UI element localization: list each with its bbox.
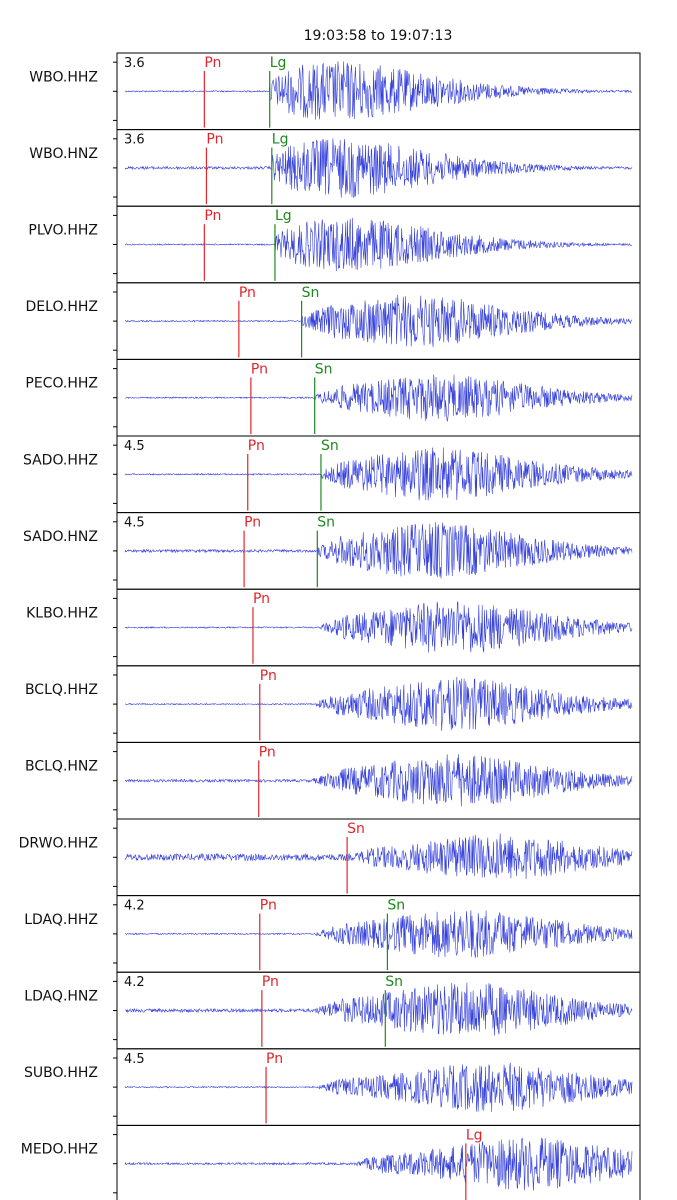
magnitude-label: 4.5: [124, 516, 145, 531]
phase-pick-label: Sn: [315, 361, 333, 377]
phase-pick-label: Lg: [270, 55, 287, 71]
waveform-trace: [124, 833, 633, 880]
station-label: BCLQ.HHZ: [25, 682, 98, 698]
phase-pick-label: Lg: [466, 1127, 483, 1143]
phase-pick-label: Sn: [347, 821, 365, 837]
station-label: SUBO.HHZ: [24, 1065, 98, 1081]
phase-pick-label: Sn: [302, 285, 320, 301]
trace-panel: WBO.HHZ 3.6 Pn Lg: [29, 52, 641, 131]
station-label: DRWO.HHZ: [19, 835, 98, 851]
trace-panel: DRWO.HHZ Sn: [19, 818, 641, 897]
waveform-trace: [124, 294, 633, 348]
phase-pick-label: Pn: [251, 361, 268, 377]
phase-pick-label: Lg: [272, 132, 289, 148]
phase-pick-label: Pn: [253, 591, 270, 607]
phase-pick-label: Pn: [204, 208, 221, 224]
phase-pick-label: Sn: [387, 898, 405, 914]
station-label: WBO.HHZ: [29, 69, 98, 85]
phase-pick-label: Pn: [262, 974, 279, 990]
trace-panel: BCLQ.HHZ Pn: [25, 665, 641, 743]
station-label: SADO.HHZ: [23, 452, 98, 468]
magnitude-label: 3.6: [124, 133, 145, 148]
phase-pick-label: Pn: [260, 668, 277, 684]
waveform-trace: [124, 910, 633, 958]
station-label: BCLQ.HNZ: [25, 759, 98, 775]
station-label: PLVO.HHZ: [28, 223, 98, 239]
magnitude-label: 4.5: [124, 439, 145, 454]
phase-pick-label: Pn: [239, 285, 256, 301]
phase-pick-label: Lg: [275, 208, 292, 224]
waveform-trace: [124, 374, 633, 422]
waveform-trace: [124, 217, 633, 272]
magnitude-label: 4.5: [124, 1052, 145, 1067]
trace-panel: SADO.HHZ 4.5 Pn Sn: [23, 435, 641, 514]
phase-pick-label: Pn: [266, 1051, 283, 1067]
trace-panel: DELO.HHZ Pn Sn: [26, 282, 641, 360]
waveform-trace: [124, 601, 633, 653]
phase-pick-label: Pn: [204, 55, 221, 71]
waveform-trace: [124, 61, 633, 120]
phase-pick-label: Sn: [317, 515, 335, 531]
trace-panel: PLVO.HHZ Pn Lg: [28, 205, 641, 284]
phase-pick-label: Pn: [259, 744, 276, 760]
trace-panel: LDAQ.HNZ 4.2 Pn Sn: [24, 971, 641, 1050]
panels-group: WBO.HHZ 3.6 Pn Lg WBO.HNZ 3.6 Pn Lg PLVO.HHZ Pn Lg…: [19, 52, 641, 1200]
trace-panel: SADO.HNZ 4.5 Pn Sn: [23, 512, 641, 590]
trace-panel: SUBO.HHZ 4.5 Pn: [24, 1048, 641, 1126]
station-label: PECO.HHZ: [25, 376, 98, 392]
phase-pick-label: Sn: [385, 974, 403, 990]
trace-panel: KLBO.HHZ Pn: [26, 588, 641, 667]
phase-pick-label: Pn: [248, 438, 265, 454]
trace-panel: PECO.HHZ Pn Sn: [25, 358, 641, 437]
waveform-trace: [124, 676, 633, 731]
phase-pick-label: Pn: [244, 515, 261, 531]
waveform-trace: [124, 982, 633, 1036]
station-label: MEDO.HHZ: [21, 1142, 98, 1158]
phase-pick-label: Sn: [321, 438, 339, 454]
waveform-trace: [124, 1062, 633, 1112]
waveform-trace: [125, 447, 633, 501]
station-label: DELO.HHZ: [26, 299, 98, 315]
station-label: SADO.HNZ: [23, 529, 98, 545]
station-label: LDAQ.HHZ: [24, 912, 98, 928]
station-label: WBO.HNZ: [29, 146, 98, 162]
station-label: KLBO.HHZ: [26, 606, 98, 622]
waveform-trace: [124, 754, 633, 807]
magnitude-label: 3.6: [124, 56, 145, 71]
magnitude-label: 4.2: [124, 899, 145, 914]
panel-frame: [116, 129, 641, 207]
phase-pick-label: Pn: [206, 132, 223, 148]
magnitude-label: 4.2: [124, 975, 145, 990]
trace-panel: MEDO.HHZ Lg: [21, 1124, 641, 1200]
trace-panel: LDAQ.HHZ 4.2 Pn Sn: [24, 895, 641, 973]
trace-panel: BCLQ.HNZ Pn: [25, 741, 641, 820]
phase-pick-label: Pn: [260, 898, 277, 914]
chart-title: 19:03:58 to 19:07:13: [303, 28, 453, 44]
station-label: LDAQ.HNZ: [24, 989, 98, 1005]
waveform-trace: [124, 138, 633, 198]
trace-panel: WBO.HNZ 3.6 Pn Lg: [29, 129, 641, 207]
waveform-trace: [124, 1137, 633, 1191]
waveform-trace: [124, 522, 633, 579]
